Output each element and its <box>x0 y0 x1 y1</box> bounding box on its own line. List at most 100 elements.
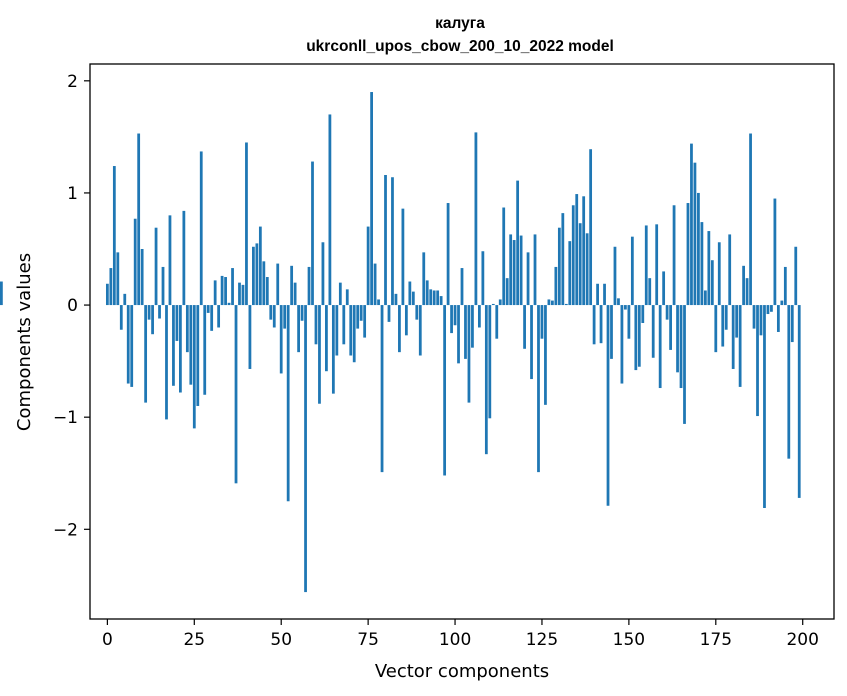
bar-41 <box>248 305 252 369</box>
bar-197 <box>790 305 794 343</box>
bar-118 <box>516 180 520 306</box>
bar-94 <box>432 290 436 306</box>
bar-124 <box>537 305 540 473</box>
x-tick-label: 100 <box>439 630 471 650</box>
bar-5 <box>123 293 127 306</box>
bar-81 <box>387 305 391 322</box>
bar-139 <box>589 149 593 306</box>
bar-37 <box>234 305 238 484</box>
bar-77 <box>373 263 377 306</box>
bar-24 <box>189 305 193 385</box>
bar-92 <box>425 280 429 306</box>
bar-129 <box>554 266 558 306</box>
y-tick-label: 1 <box>67 184 78 204</box>
bar-54 <box>293 282 297 306</box>
bar-4 <box>119 305 123 330</box>
bar-161 <box>665 305 669 320</box>
bar-151 <box>630 236 634 306</box>
bar-23 <box>185 305 189 353</box>
bar-106 <box>474 132 478 306</box>
bar-185 <box>749 133 752 306</box>
bar-140 <box>592 305 596 345</box>
bar-137 <box>582 196 586 306</box>
bar-146 <box>613 246 617 306</box>
bar-190 <box>766 305 770 315</box>
bar-83 <box>394 293 398 306</box>
bar-154 <box>641 305 645 323</box>
bar-73 <box>359 305 363 321</box>
bar-75 <box>366 226 370 306</box>
bar-78 <box>377 299 380 306</box>
bar-145 <box>610 305 613 359</box>
bar-168 <box>690 143 693 306</box>
bar-130 <box>557 227 561 306</box>
bar-68 <box>342 305 346 345</box>
bar-44 <box>258 226 262 306</box>
bar-169 <box>693 162 697 306</box>
bar-159 <box>658 305 662 389</box>
bar-52 <box>286 305 290 502</box>
bar-35 <box>227 302 231 306</box>
x-tick-label: 125 <box>526 630 558 650</box>
bar-134 <box>571 205 575 306</box>
bar-196 <box>787 305 791 459</box>
bar-58 <box>307 266 311 306</box>
bar-148 <box>620 305 624 384</box>
bar-69 <box>345 289 349 306</box>
bar-104 <box>467 305 471 403</box>
bar-173 <box>707 231 711 306</box>
bar-180 <box>731 305 735 369</box>
bar-188 <box>759 305 763 336</box>
bar-176 <box>717 242 721 306</box>
bar-115 <box>505 278 509 306</box>
bar-119 <box>519 235 523 306</box>
bar-192 <box>773 198 777 306</box>
bar-182 <box>738 305 742 387</box>
bar-100 <box>453 305 457 326</box>
bar-183 <box>742 265 745 306</box>
bar-50 <box>279 305 283 374</box>
bar-21 <box>179 305 182 393</box>
bar-40 <box>245 142 248 306</box>
bar-43 <box>255 243 259 306</box>
bar-89 <box>415 305 419 320</box>
y-axis-label: Components values <box>14 253 35 431</box>
bar-88 <box>411 291 415 306</box>
bar-172 <box>703 290 707 306</box>
bar-126 <box>544 305 547 405</box>
bar-26 <box>196 305 200 406</box>
x-tick-label: 25 <box>183 630 205 650</box>
bar-131 <box>561 213 565 306</box>
bar-9 <box>137 133 141 306</box>
bar-65 <box>331 305 335 394</box>
bar-1 <box>109 268 113 306</box>
bar-187 <box>756 305 759 417</box>
bar-141 <box>596 283 599 306</box>
bar-128 <box>551 300 554 306</box>
x-tick-label: 150 <box>613 630 645 650</box>
y-axis-ticks: −2 −1 0 1 2 <box>53 72 90 540</box>
bar-155 <box>644 225 648 306</box>
bar-138 <box>585 233 589 306</box>
bar-57 <box>304 305 307 593</box>
bar-62 <box>321 242 325 306</box>
bar-98 <box>446 203 450 306</box>
bar-117 <box>512 240 516 306</box>
bar-195 <box>783 266 787 306</box>
bar-108 <box>481 251 485 306</box>
bar-136 <box>578 223 582 306</box>
bar-0 <box>105 283 109 306</box>
bar-175 <box>714 305 718 353</box>
bar-79 <box>380 305 384 473</box>
bar-163 <box>672 205 676 306</box>
bar-143 <box>603 283 606 306</box>
bar-64 <box>328 114 332 306</box>
bar-38 <box>238 282 241 306</box>
bar-2 <box>112 166 116 306</box>
bar-160 <box>662 271 666 306</box>
chart-title: калуга <box>435 15 485 32</box>
bar-87 <box>408 281 412 306</box>
bar-53 <box>290 265 294 306</box>
x-tick-label: 175 <box>700 630 732 650</box>
